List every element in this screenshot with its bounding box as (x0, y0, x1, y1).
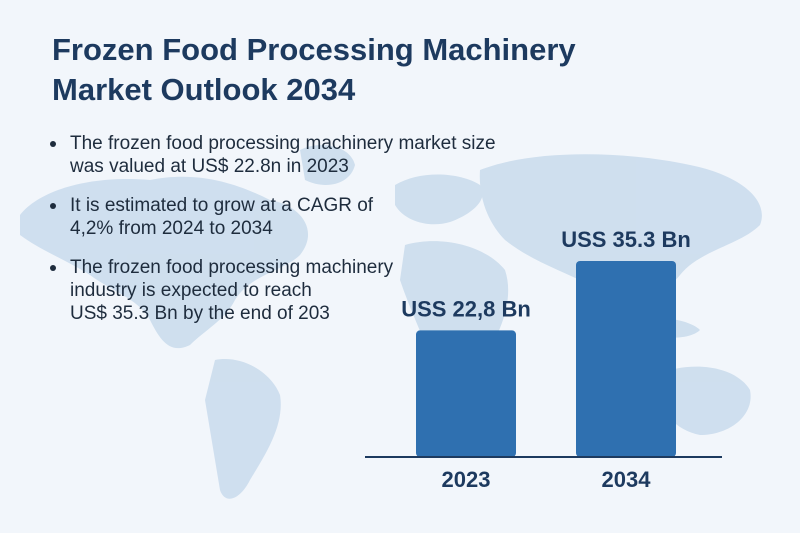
fact-line: was valued at US$ 22.8n in 2023 (70, 156, 349, 177)
europe-shape (395, 174, 483, 225)
bar-2023 (416, 330, 516, 457)
fact-line: The frozen food processing machinery mar… (70, 133, 496, 154)
data-label-2034: USS 35.3 Bn (561, 227, 691, 252)
fact-line: The frozen food processing machinery (70, 257, 394, 278)
fact-line: 4,2% from 2024 to 2034 (70, 218, 273, 239)
fact-line: industry is expected to reach (70, 280, 312, 301)
key-facts-list: The frozen food processing machinery mar… (50, 132, 590, 341)
title-line-1: Frozen Food Processing Machinery (52, 32, 576, 67)
north-america-shape (20, 176, 309, 349)
fact-line: It is estimated to grow at a CAGR of (70, 195, 374, 216)
fact-cagr: It is estimated to grow at a CAGR of 4,2… (50, 194, 590, 240)
x-tick-label-2034: 2034 (602, 467, 652, 492)
fact-market-size: The frozen food processing machinery mar… (50, 132, 590, 178)
asia-shape (479, 154, 762, 296)
x-tick-label-2023: 2023 (442, 467, 491, 492)
fact-forecast: The frozen food processing machinery ind… (50, 256, 590, 325)
south-america-shape (205, 359, 281, 499)
australia-shape (655, 366, 751, 435)
data-label-2023: USS 22,8 Bn (401, 296, 531, 321)
bar-2034 (576, 261, 676, 457)
greenland-shape (300, 145, 355, 185)
page-title: Frozen Food Processing Machinery Market … (52, 30, 772, 110)
title-line-2: Market Outlook 2034 (52, 72, 356, 107)
fact-line: US$ 35.3 Bn by the end of 203 (70, 303, 330, 324)
